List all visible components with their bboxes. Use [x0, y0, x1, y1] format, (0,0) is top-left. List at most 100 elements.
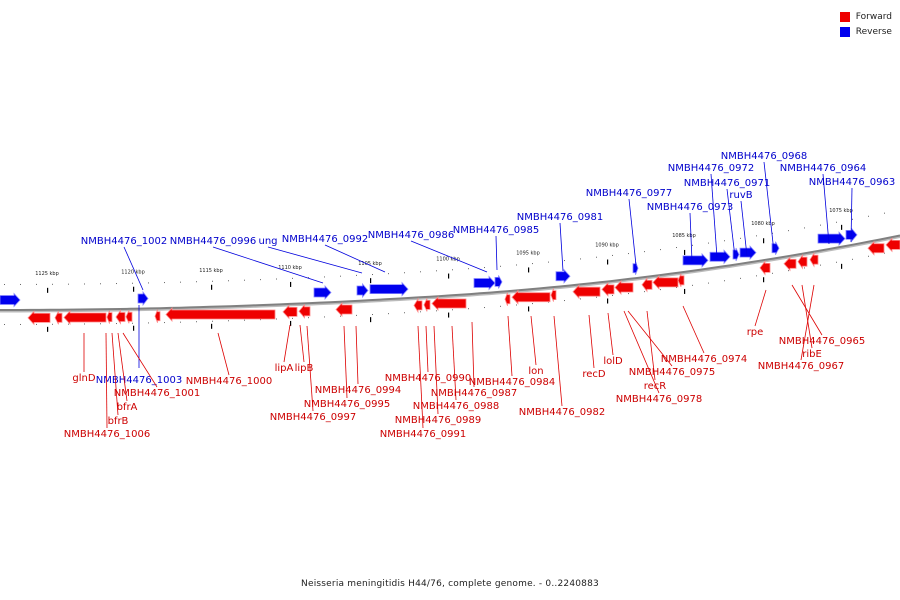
forward-gene-arrow: [759, 260, 771, 276]
forward-gene-label: lipB: [295, 363, 314, 374]
tick-mark: [528, 306, 530, 312]
tick-mark: [133, 286, 135, 292]
reverse-gene-arrow: [682, 252, 709, 268]
scale-dot: [324, 316, 325, 318]
forward-gene-arrow: [783, 256, 797, 272]
scale-dot: [260, 319, 261, 321]
scale-dot: [212, 280, 213, 282]
reverse-gene-label: NMBH4476_0992: [282, 234, 368, 245]
forward-gene-arrow: [298, 303, 311, 319]
reverse-gene-label: NMBH4476_0968: [721, 151, 807, 162]
tick-label: 1110 kbp: [278, 265, 302, 271]
reverse-gene-arrow: [473, 275, 496, 291]
scale-dot: [772, 272, 773, 274]
scale-dot: [148, 282, 149, 284]
reverse-swatch: [839, 26, 850, 37]
scale-dot: [484, 267, 485, 269]
leader-line: [791, 284, 823, 336]
tick-mark: [448, 312, 450, 318]
forward-gene-label: NMBH4476_0994: [315, 385, 401, 396]
scale-dot: [660, 249, 661, 251]
tick-label: 1090 kbp: [595, 242, 619, 248]
forward-gene-label: NMBH4476_0997: [270, 412, 356, 423]
leader-line: [559, 222, 564, 272]
tick-mark: [370, 278, 372, 284]
scale-dot: [836, 221, 837, 223]
tick-mark: [607, 259, 609, 265]
scale-dot: [756, 275, 757, 277]
scale-dot: [660, 289, 661, 291]
tick-mark: [290, 281, 292, 287]
leader-line: [105, 332, 108, 429]
forward-gene-arrow: [504, 292, 511, 306]
scale-dot: [180, 321, 181, 323]
forward-gene-label: NMBH4476_0995: [304, 399, 390, 410]
scale-dot: [244, 279, 245, 281]
scale-dot: [356, 314, 357, 316]
leader-line: [801, 284, 813, 349]
scale-dot: [164, 322, 165, 324]
forward-gene-arrow: [106, 310, 113, 324]
reverse-gene-label: ruvB: [729, 190, 752, 201]
forward-gene-arrow: [63, 309, 107, 326]
forward-gene-label: NMBH4476_0975: [629, 367, 715, 378]
forward-gene-arrow: [165, 306, 276, 323]
leader-line: [471, 321, 475, 388]
leader-line: [212, 246, 324, 284]
leader-line: [324, 244, 386, 273]
scale-dot: [532, 263, 533, 265]
scale-dot: [692, 284, 693, 286]
leader-line: [433, 325, 439, 415]
reverse-gene-label: NMBH4476_1003: [96, 375, 182, 386]
scale-dot: [324, 276, 325, 278]
scale-dot: [596, 256, 597, 258]
scale-dot: [340, 315, 341, 317]
scale-dot: [596, 296, 597, 298]
scale-dot: [564, 300, 565, 302]
scale-dot: [756, 235, 757, 237]
forward-gene-arrow: [572, 284, 601, 300]
reverse-gene-arrow: [356, 282, 369, 299]
scale-dot: [548, 261, 549, 263]
legend-reverse-label: Reverse: [855, 26, 892, 37]
forward-gene-label: NMBH4476_1000: [186, 376, 272, 387]
forward-gene-label: glnD: [72, 373, 95, 384]
reverse-gene-label: NMBH4476_0963: [809, 177, 895, 188]
forward-gene-label: NMBH4476_0988: [413, 401, 499, 412]
leader-line: [425, 325, 429, 373]
forward-gene-label: ribE: [802, 349, 822, 360]
tick-label: 1120 kbp: [121, 270, 145, 276]
forward-gene-arrow: [27, 310, 51, 326]
scale-dot: [276, 318, 277, 320]
tick-label: 1115 kbp: [199, 268, 223, 274]
tick-mark: [684, 249, 686, 255]
scale-dot: [804, 227, 805, 229]
legend-forward-label: Forward: [855, 11, 892, 22]
scale-dot: [292, 277, 293, 279]
scale-dot: [84, 283, 85, 285]
forward-gene-label: NMBH4476_0990: [385, 373, 471, 384]
scale-dot: [244, 319, 245, 321]
legend-forward: Forward: [839, 9, 892, 24]
scale-dot: [116, 323, 117, 325]
forward-gene-label: NMBH4476_0978: [616, 394, 702, 405]
scale-dot: [36, 283, 37, 285]
leader-line: [495, 235, 498, 271]
scale-dot: [708, 282, 709, 284]
scale-dot: [68, 323, 69, 325]
forward-gene-arrow: [652, 274, 679, 290]
reverse-gene-label: NMBH4476_0977: [586, 188, 672, 199]
scale-dot: [164, 282, 165, 284]
leader-line: [530, 315, 537, 366]
scale-dot: [580, 298, 581, 300]
forward-gene-label: NMBH4476_0965: [779, 336, 865, 347]
scale-dot: [308, 277, 309, 279]
leader-line: [726, 188, 736, 258]
scale-dot: [84, 323, 85, 325]
reverse-gene-label: NMBH4476_0964: [780, 163, 866, 174]
leader-line: [682, 305, 705, 354]
scale-dot: [4, 323, 5, 325]
leader-line: [111, 332, 119, 416]
forward-gene-label: NMBH4476_0989: [395, 415, 481, 426]
